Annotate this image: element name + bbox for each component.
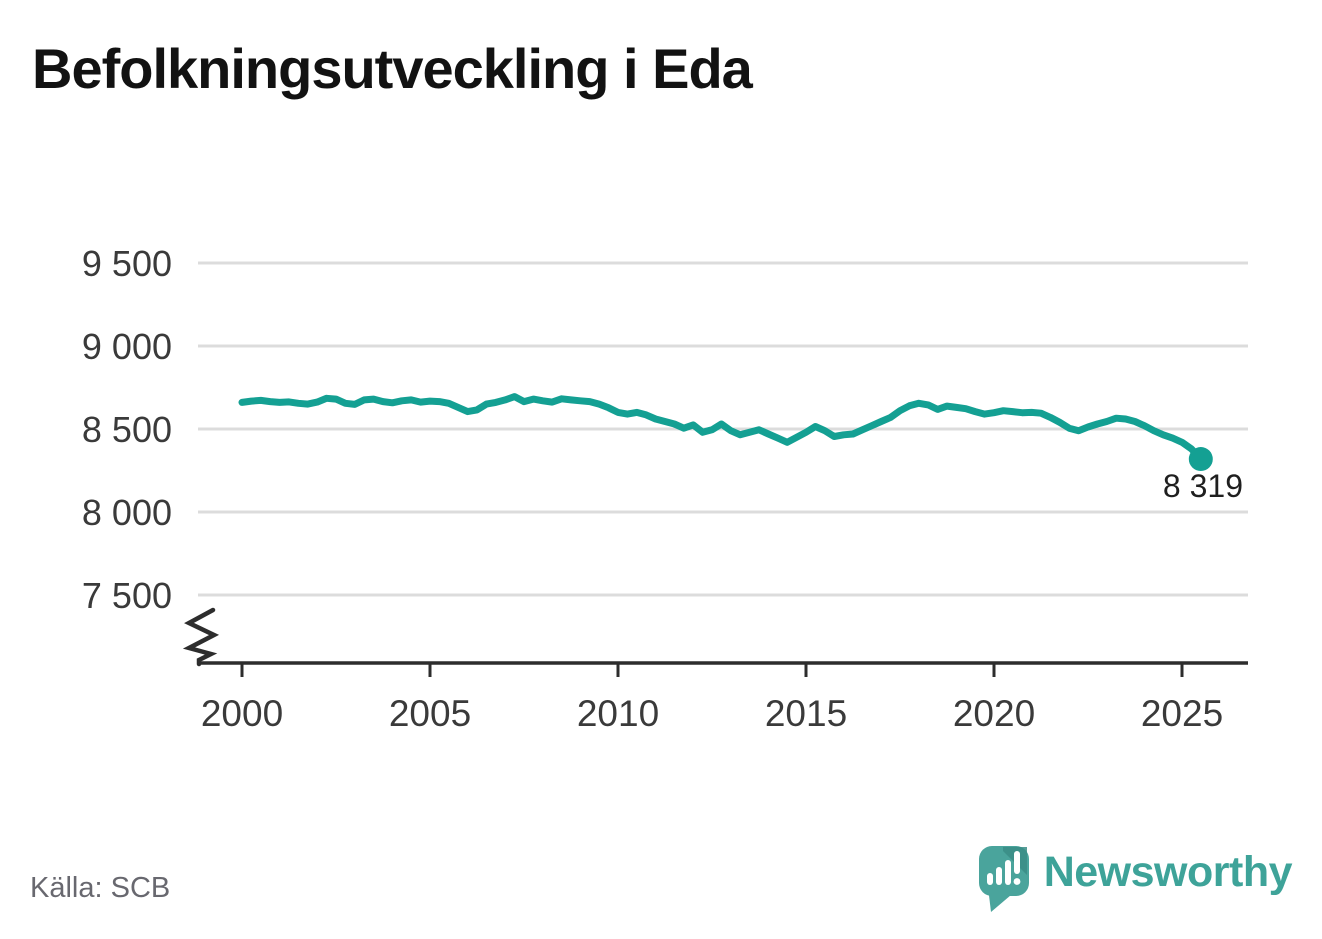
y-axis-label: 7 500 [82,575,172,616]
newsworthy-logo: Newsworthy [978,843,1293,915]
x-axis-label: 2010 [577,693,659,734]
chart-title: Befolkningsutveckling i Eda [32,37,753,100]
x-axis-label: 2025 [1141,693,1223,734]
y-axis-label: 9 000 [82,326,172,367]
x-axis-label: 2000 [201,693,283,734]
axis-break-icon [182,607,220,667]
bar-chart-exclamation-glyph [986,851,1021,885]
source-note: Källa: SCB [30,872,171,904]
brand-name: Newsworthy [1043,847,1293,896]
speech-bubble-shape [978,846,1029,912]
y-axis-label: 8 500 [82,409,172,450]
x-axis-label: 2005 [389,693,471,734]
series-end-value-label: 8 319 [1163,468,1243,504]
x-axis-label: 2020 [953,693,1035,734]
population-line [238,393,1205,463]
series-end-dot [1188,447,1213,472]
y-axis-label: 8 000 [82,492,172,533]
y-axis-label: 9 500 [82,243,172,284]
x-axis-label: 2015 [765,693,847,734]
newsworthy-bubble-chart-icon [978,846,1029,912]
